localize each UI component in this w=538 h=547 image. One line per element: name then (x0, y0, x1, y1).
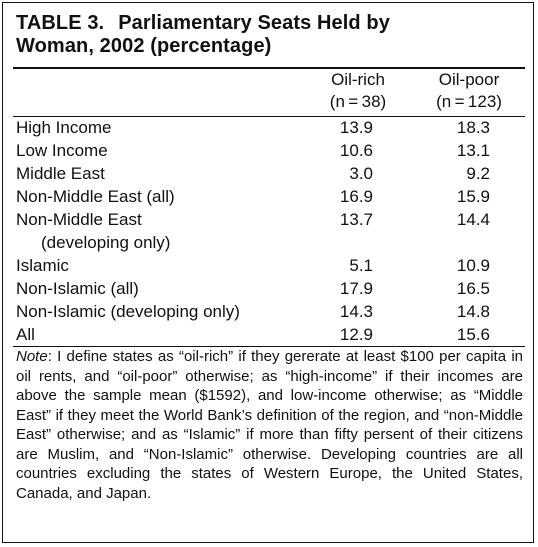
table-note: Note: I define states as “oil-rich” if t… (16, 347, 523, 503)
oil-poor-value: 16.5 (456, 279, 490, 298)
column-count: (n = 38) (329, 92, 387, 111)
title-rule (13, 67, 525, 69)
column-header-oil-poor: Oil-poor (n = 123) (413, 69, 525, 113)
oil-rich-value: 13.9 (339, 118, 373, 137)
oil-rich-value: 5.1 (349, 256, 373, 275)
row-label: Middle East (16, 164, 105, 183)
oil-poor-value: 15.6 (456, 325, 490, 344)
row-label: High Income (16, 118, 112, 137)
table-frame: TABLE 3. Parliamentary Seats Held by Woma… (2, 2, 534, 543)
oil-rich-value: 12.9 (339, 325, 373, 344)
oil-poor-value: 15.9 (456, 187, 490, 206)
oil-rich-value: 13.7 (339, 210, 373, 229)
oil-poor-value: 14.4 (456, 210, 490, 229)
column-header-oil-rich: Oil-rich (n = 38) (303, 69, 413, 113)
column-name: Oil-poor (438, 70, 500, 89)
row-label: Low Income (16, 141, 108, 160)
row-label: Non-Islamic (developing only) (16, 302, 240, 321)
row-label: All (16, 325, 35, 344)
title-line1: Parliamentary Seats Held by (118, 12, 390, 34)
table-number: TABLE 3. (16, 12, 105, 34)
oil-rich-value: 3.0 (349, 164, 373, 183)
row-label: Non-Middle East (all) (16, 187, 175, 206)
row-label: Islamic (16, 256, 69, 275)
column-name: Oil-rich (331, 70, 385, 89)
note-text: : I define states as “oil-rich” if they … (16, 348, 523, 502)
row-label: Non-Middle East (16, 210, 142, 229)
oil-poor-value: 18.3 (456, 118, 490, 137)
oil-poor-value: 10.9 (456, 256, 490, 275)
oil-rich-value: 10.6 (339, 141, 373, 160)
oil-rich-value: 16.9 (339, 187, 373, 206)
oil-poor-value: 14.8 (456, 302, 490, 321)
row-label-continued: (developing only) (41, 233, 171, 252)
header-rule (13, 116, 525, 117)
column-count: (n = 123) (436, 92, 502, 111)
oil-rich-value: 14.3 (339, 302, 373, 321)
oil-rich-value: 17.9 (339, 279, 373, 298)
row-label: Non-Islamic (all) (16, 279, 139, 298)
table-title: TABLE 3. Parliamentary Seats Held by Woma… (16, 12, 526, 58)
note-label: Note (16, 348, 48, 365)
body-rule (13, 346, 525, 347)
title-line2: Woman, 2002 (percentage) (16, 35, 272, 57)
oil-poor-value: 9.2 (466, 164, 490, 183)
oil-poor-value: 13.1 (456, 141, 490, 160)
